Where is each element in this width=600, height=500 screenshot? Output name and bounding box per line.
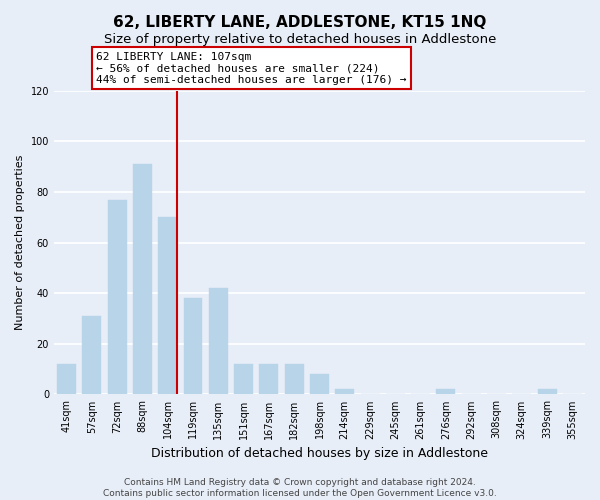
Bar bbox=[184, 298, 202, 394]
Bar bbox=[310, 374, 329, 394]
Bar bbox=[82, 316, 101, 394]
Bar bbox=[133, 164, 152, 394]
Text: Size of property relative to detached houses in Addlestone: Size of property relative to detached ho… bbox=[104, 32, 496, 46]
Bar bbox=[436, 390, 455, 394]
Text: Contains HM Land Registry data © Crown copyright and database right 2024.
Contai: Contains HM Land Registry data © Crown c… bbox=[103, 478, 497, 498]
Bar bbox=[335, 390, 354, 394]
Bar bbox=[259, 364, 278, 394]
Bar bbox=[284, 364, 304, 394]
Bar bbox=[209, 288, 228, 395]
Bar bbox=[234, 364, 253, 394]
Bar bbox=[107, 200, 127, 394]
Bar bbox=[57, 364, 76, 394]
Bar bbox=[538, 390, 557, 394]
Bar bbox=[158, 218, 177, 394]
Text: 62 LIBERTY LANE: 107sqm
← 56% of detached houses are smaller (224)
44% of semi-d: 62 LIBERTY LANE: 107sqm ← 56% of detache… bbox=[97, 52, 407, 85]
Y-axis label: Number of detached properties: Number of detached properties bbox=[15, 155, 25, 330]
X-axis label: Distribution of detached houses by size in Addlestone: Distribution of detached houses by size … bbox=[151, 447, 488, 460]
Text: 62, LIBERTY LANE, ADDLESTONE, KT15 1NQ: 62, LIBERTY LANE, ADDLESTONE, KT15 1NQ bbox=[113, 15, 487, 30]
